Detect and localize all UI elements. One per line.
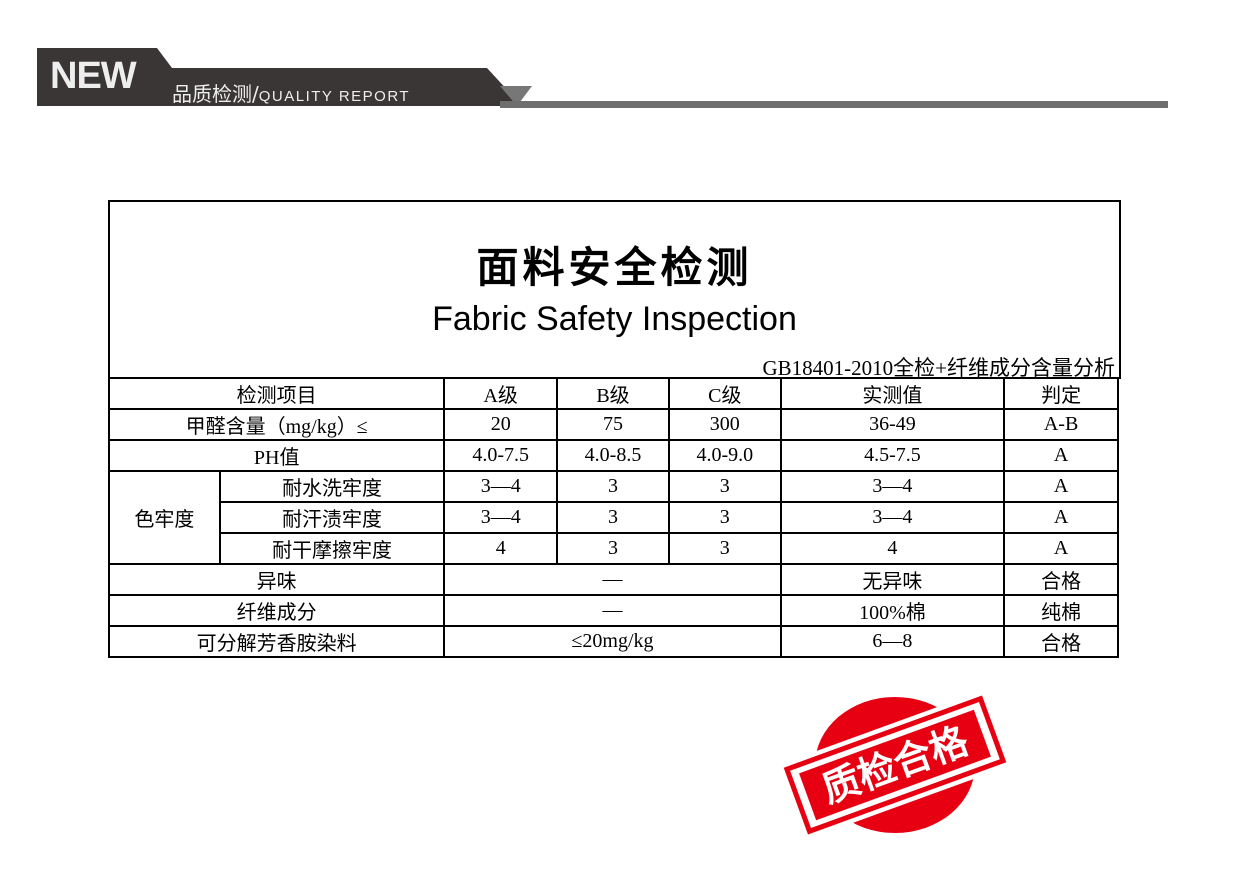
value-cell: 4.0-7.5 — [443, 439, 559, 472]
item-cell: 可分解芳香胺染料 — [107, 625, 446, 658]
value-cell: 3 — [667, 532, 782, 565]
table-row: 耐汗渍牢度 3—4 3 3 3—4 A — [109, 501, 1119, 534]
header-cell: A级 — [443, 377, 559, 410]
value-cell: 75 — [556, 408, 670, 441]
value-cell: 合格 — [1003, 625, 1119, 658]
value-cell: 3—4 — [779, 470, 1006, 503]
quality-passed-stamp: 质检合格 — [780, 689, 1010, 841]
table-row: 纤维成分 — 100%棉 纯棉 — [107, 594, 1119, 627]
header-cell: 检测项目 — [107, 377, 446, 410]
item-cell: 纤维成分 — [107, 594, 446, 627]
value-cell: 4.5-7.5 — [779, 439, 1006, 472]
item-cell: 耐水洗牢度 — [218, 470, 446, 503]
value-cell: A-B — [1003, 408, 1119, 441]
banner-rule — [500, 101, 1168, 108]
value-cell: 300 — [667, 408, 782, 441]
value-cell: 4 — [779, 532, 1006, 565]
value-cell: — — [443, 594, 782, 627]
header-cell: 判定 — [1003, 377, 1119, 410]
item-cell: 异味 — [107, 563, 446, 596]
value-cell: 3—4 — [443, 501, 559, 534]
group-cell: 色牢度 — [108, 470, 221, 565]
item-cell: 耐汗渍牢度 — [218, 501, 446, 534]
value-cell: 3 — [556, 501, 670, 534]
value-cell: 合格 — [1003, 563, 1119, 596]
value-cell: 无异味 — [779, 563, 1006, 596]
item-cell: 甲醛含量（mg/kg）≤ — [107, 408, 446, 441]
table-row: 异味 — 无异味 合格 — [107, 563, 1119, 596]
value-cell: 4.0-9.0 — [667, 439, 782, 472]
value-cell: 36-49 — [779, 408, 1006, 441]
header-cell: 实测值 — [779, 377, 1006, 410]
value-cell: 4.0-8.5 — [556, 439, 670, 472]
value-cell: 3—4 — [443, 470, 559, 503]
value-cell: 3—4 — [779, 501, 1006, 534]
value-cell: 6—8 — [779, 625, 1006, 658]
table-header-row: 检测项目 A级 B级 C级 实测值 判定 — [107, 377, 1119, 410]
value-cell: 20 — [443, 408, 559, 441]
value-cell: A — [1003, 470, 1119, 503]
item-cell: PH值 — [107, 439, 446, 472]
value-cell: 3 — [667, 501, 782, 534]
report-header: 面料安全检测 Fabric Safety Inspection GB18401-… — [108, 200, 1121, 380]
table-row: 甲醛含量（mg/kg）≤ 20 75 300 36-49 A-B — [107, 408, 1119, 441]
value-cell: A — [1003, 532, 1119, 565]
value-cell: 3 — [556, 532, 670, 565]
report-title-en: Fabric Safety Inspection — [432, 300, 797, 338]
table-row: 色牢度 耐水洗牢度 3—4 3 3 3—4 A — [108, 470, 1119, 565]
table-row: 耐干摩擦牢度 4 3 3 4 A — [109, 532, 1119, 565]
value-cell: A — [1003, 439, 1119, 472]
header-cell: C级 — [667, 377, 782, 410]
banner-title: 品质检测/QUALITY REPORT — [172, 82, 411, 106]
report-title-cn: 面料安全检测 — [476, 243, 753, 292]
table-row: 可分解芳香胺染料 ≤20mg/kg 6—8 合格 — [107, 625, 1119, 658]
value-cell: — — [443, 563, 782, 596]
new-badge: NEW — [50, 55, 137, 97]
value-cell: 纯棉 — [1003, 594, 1119, 627]
value-cell: ≤20mg/kg — [443, 625, 782, 658]
inspection-table: 检测项目 A级 B级 C级 实测值 判定 甲醛含量（mg/kg）≤ 20 75 … — [107, 377, 1119, 658]
header-cell: B级 — [556, 377, 670, 410]
banner-shape — [37, 48, 532, 106]
table-row: PH值 4.0-7.5 4.0-8.5 4.0-9.0 4.5-7.5 A — [107, 439, 1119, 472]
item-cell: 耐干摩擦牢度 — [218, 532, 446, 565]
value-cell: 3 — [667, 470, 782, 503]
value-cell: A — [1003, 501, 1119, 534]
value-cell: 3 — [556, 470, 670, 503]
standard-label: GB18401-2010全检+纤维成分含量分析 — [762, 356, 1115, 380]
value-cell: 4 — [443, 532, 559, 565]
value-cell: 100%棉 — [779, 594, 1006, 627]
